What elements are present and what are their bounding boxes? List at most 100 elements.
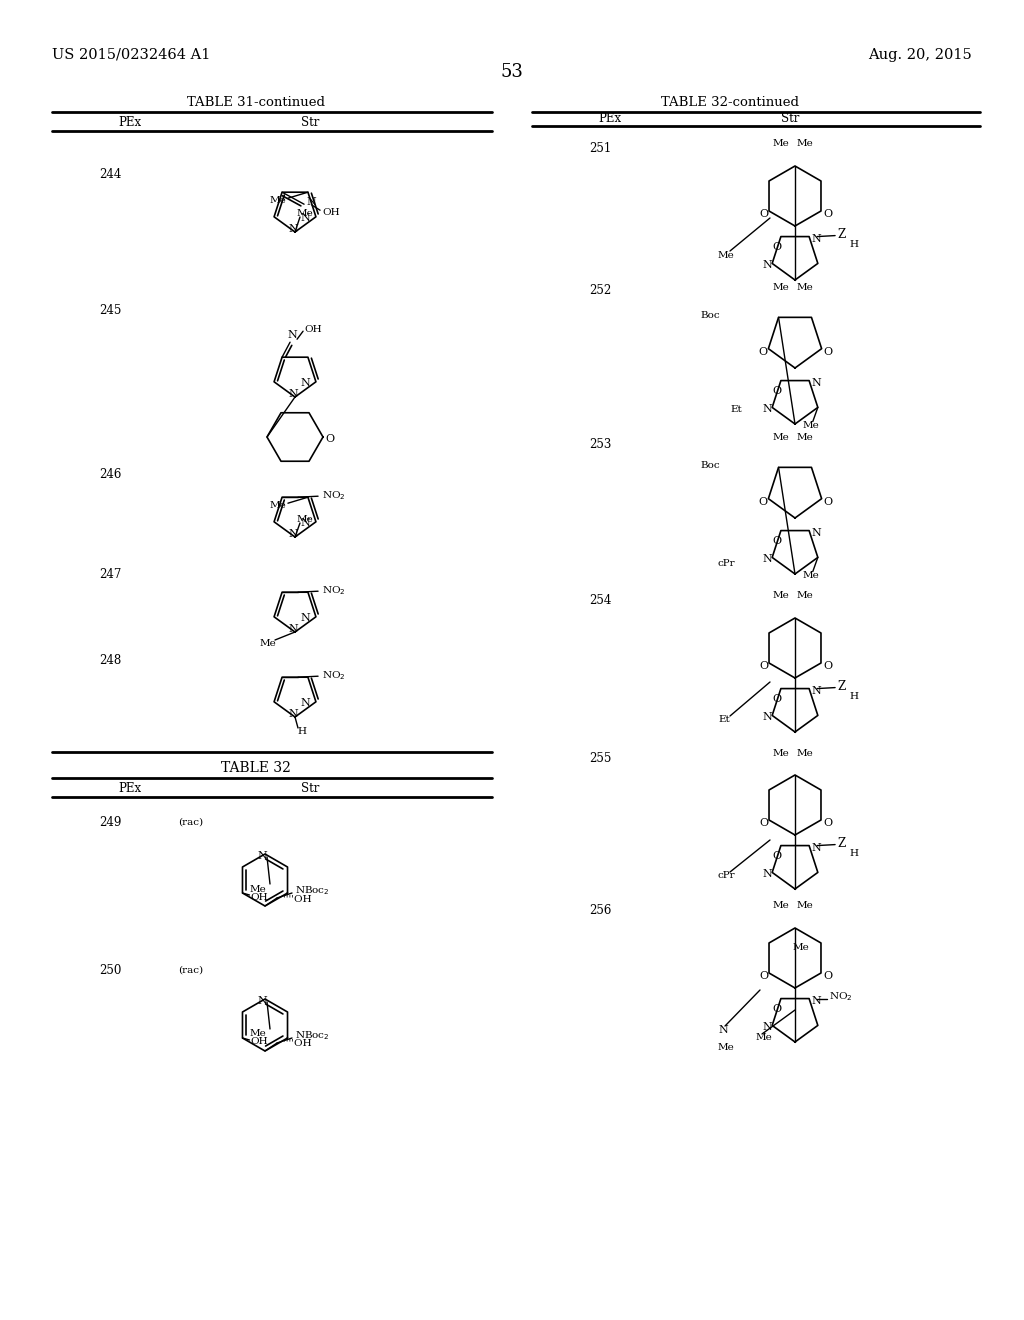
Text: O: O: [772, 385, 781, 396]
Text: 246: 246: [98, 469, 121, 482]
Text: Boc: Boc: [700, 310, 720, 319]
Text: 255: 255: [589, 751, 611, 764]
Text: N: N: [762, 713, 772, 722]
Text: cPr: cPr: [718, 558, 735, 568]
Text: O: O: [759, 661, 768, 671]
Text: Me: Me: [773, 284, 790, 293]
Text: TABLE 32: TABLE 32: [221, 762, 291, 775]
Text: N: N: [811, 842, 821, 853]
Text: O: O: [759, 347, 768, 356]
Text: 254: 254: [589, 594, 611, 606]
Text: 250: 250: [98, 964, 121, 977]
Text: Me: Me: [756, 1034, 773, 1043]
Text: N: N: [300, 517, 310, 528]
Text: OH: OH: [251, 1038, 268, 1047]
Text: Me: Me: [270, 195, 287, 205]
Text: 256: 256: [589, 903, 611, 916]
Text: NO$_2$: NO$_2$: [323, 669, 346, 681]
Text: N: N: [762, 404, 772, 414]
Text: N: N: [257, 851, 266, 861]
Text: O: O: [823, 209, 833, 219]
Text: O: O: [759, 972, 768, 981]
Text: N: N: [288, 389, 298, 399]
Text: ''''OH: ''''OH: [283, 895, 311, 903]
Text: 251: 251: [589, 141, 611, 154]
Text: N: N: [811, 378, 821, 388]
Text: Me: Me: [773, 902, 790, 911]
Text: O: O: [772, 693, 781, 704]
Text: Me: Me: [250, 884, 266, 894]
Text: O: O: [772, 536, 781, 545]
Text: N: N: [288, 224, 298, 234]
Text: Me: Me: [797, 284, 814, 293]
Text: US 2015/0232464 A1: US 2015/0232464 A1: [52, 48, 210, 62]
Text: N: N: [287, 330, 297, 341]
Text: O: O: [325, 434, 334, 444]
Text: O: O: [759, 496, 768, 507]
Text: N: N: [288, 529, 298, 539]
Text: N: N: [811, 685, 821, 696]
Text: Aug. 20, 2015: Aug. 20, 2015: [868, 48, 972, 62]
Text: Z: Z: [837, 228, 846, 242]
Text: N: N: [762, 260, 772, 271]
Text: Me: Me: [793, 944, 810, 953]
Text: O: O: [759, 209, 768, 219]
Text: Me: Me: [773, 748, 790, 758]
Text: Me: Me: [297, 515, 313, 524]
Text: Me: Me: [297, 210, 313, 219]
Text: Me: Me: [803, 421, 819, 430]
Text: Me: Me: [718, 251, 735, 260]
Text: (rac): (rac): [178, 965, 203, 974]
Text: Me: Me: [718, 1044, 735, 1052]
Text: O: O: [772, 850, 781, 861]
Text: O: O: [823, 347, 833, 356]
Text: Me: Me: [797, 902, 814, 911]
Text: 248: 248: [99, 653, 121, 667]
Text: NBoc$_2$: NBoc$_2$: [295, 1030, 330, 1043]
Text: PEx: PEx: [598, 112, 622, 125]
Text: O: O: [759, 818, 768, 828]
Text: TABLE 32-continued: TABLE 32-continued: [662, 96, 799, 110]
Text: O: O: [823, 818, 833, 828]
Text: Me: Me: [773, 140, 790, 149]
Text: N: N: [300, 698, 310, 708]
Text: N: N: [288, 624, 298, 634]
Text: N: N: [762, 1023, 772, 1032]
Text: Me: Me: [250, 1030, 266, 1039]
Text: N: N: [811, 234, 821, 244]
Text: PEx: PEx: [119, 116, 141, 129]
Text: Me: Me: [773, 433, 790, 442]
Text: O: O: [772, 1003, 781, 1014]
Text: Et: Et: [718, 715, 730, 725]
Text: O: O: [823, 661, 833, 671]
Text: PEx: PEx: [119, 783, 141, 796]
Text: N: N: [300, 213, 310, 223]
Text: (rac): (rac): [178, 817, 203, 826]
Text: Str: Str: [301, 116, 319, 129]
Text: NO$_2$: NO$_2$: [829, 990, 853, 1003]
Text: N: N: [257, 997, 266, 1006]
Text: Me: Me: [797, 433, 814, 442]
Text: Me: Me: [797, 140, 814, 149]
Text: NBoc$_2$: NBoc$_2$: [295, 884, 330, 898]
Text: Et: Et: [730, 405, 741, 414]
Text: H: H: [849, 849, 858, 858]
Text: H: H: [297, 726, 306, 735]
Text: N: N: [762, 870, 772, 879]
Text: NO$_2$: NO$_2$: [323, 488, 346, 502]
Text: O: O: [823, 972, 833, 981]
Text: N: N: [811, 995, 821, 1006]
Text: 247: 247: [98, 569, 121, 582]
Text: 253: 253: [589, 438, 611, 451]
Text: cPr: cPr: [718, 871, 735, 880]
Text: OH: OH: [251, 892, 268, 902]
Text: ''''OH: ''''OH: [283, 1040, 311, 1048]
Text: N: N: [300, 612, 310, 623]
Text: OH: OH: [323, 207, 340, 216]
Text: N: N: [811, 528, 821, 537]
Text: Z: Z: [837, 680, 846, 693]
Text: Me: Me: [797, 748, 814, 758]
Text: Me: Me: [260, 639, 276, 648]
Text: Str: Str: [781, 112, 799, 125]
Text: N: N: [718, 1026, 728, 1035]
